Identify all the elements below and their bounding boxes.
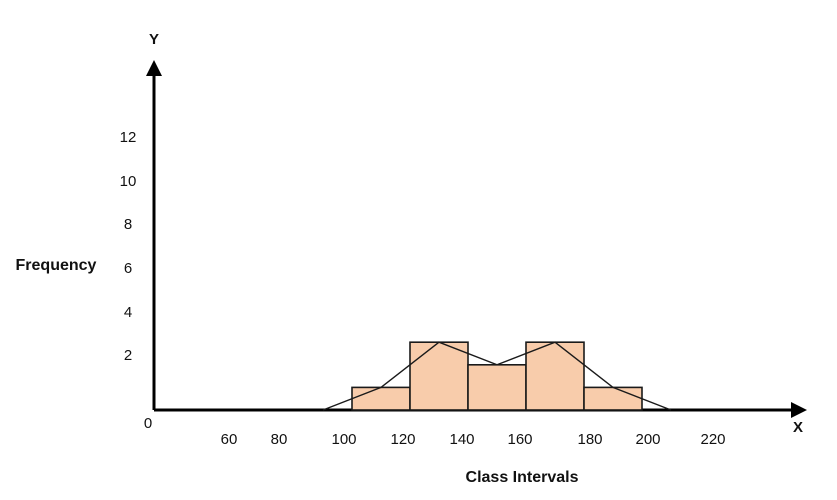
x-tick-label: 60 xyxy=(221,431,238,448)
x-tick-label: 200 xyxy=(635,431,660,448)
x-tick-labels: 60 80 100 120 140 160 180 200 220 xyxy=(221,431,726,448)
y-tick-labels: 2 4 6 8 10 12 xyxy=(120,129,137,364)
frequency-polygon-line xyxy=(322,341,672,411)
x-axis-letter: X xyxy=(793,419,803,436)
y-tick-label: 10 xyxy=(120,173,137,190)
x-axis-arrow xyxy=(791,402,807,418)
y-tick-label: 6 xyxy=(124,260,132,277)
y-axis-letter: Y xyxy=(149,31,159,48)
x-tick-label: 220 xyxy=(700,431,725,448)
y-tick-label: 4 xyxy=(124,304,132,321)
y-tick-label: 8 xyxy=(124,216,132,233)
x-tick-label: 80 xyxy=(271,431,288,448)
x-axis-title: Class Intervals xyxy=(466,469,579,486)
x-tick-label: 100 xyxy=(331,431,356,448)
histogram-bar xyxy=(525,341,585,411)
x-tick-label: 120 xyxy=(390,431,415,448)
histogram-bar xyxy=(351,386,411,411)
x-tick-label: 180 xyxy=(577,431,602,448)
x-tick-label: 140 xyxy=(449,431,474,448)
y-tick-label: 12 xyxy=(120,129,137,146)
histogram-bar xyxy=(583,386,643,411)
y-axis-title: Frequency xyxy=(16,257,97,274)
frequency-polygon xyxy=(322,341,672,411)
y-axis-arrow xyxy=(146,60,162,76)
origin-label: 0 xyxy=(144,415,152,432)
y-tick-label: 2 xyxy=(124,347,132,364)
histogram-bar xyxy=(409,341,469,411)
histogram-bars xyxy=(351,341,643,411)
x-tick-label: 160 xyxy=(507,431,532,448)
histogram-bar xyxy=(467,363,527,411)
